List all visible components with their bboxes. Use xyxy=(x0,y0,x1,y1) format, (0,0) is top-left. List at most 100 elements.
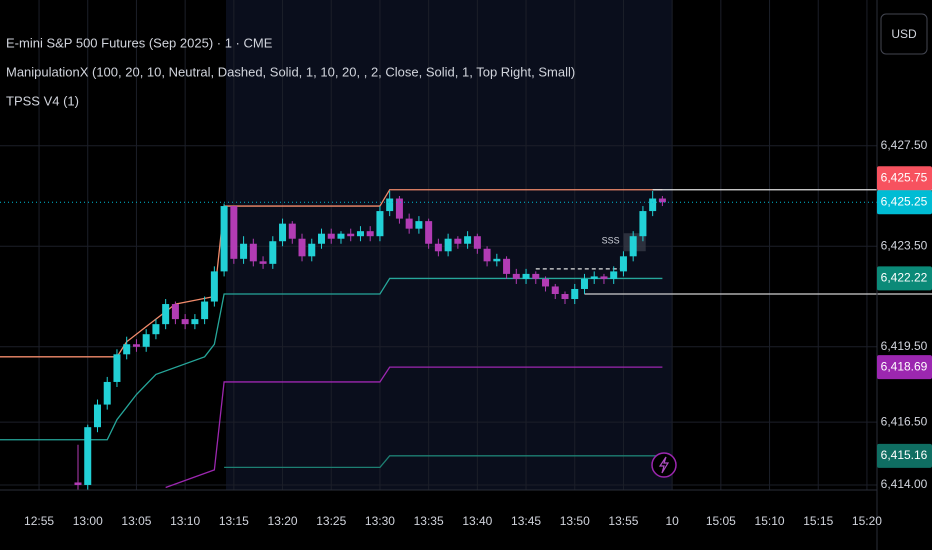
candle-body xyxy=(503,258,511,274)
candle-body xyxy=(279,223,287,242)
candle-body xyxy=(113,354,121,382)
candle-body xyxy=(210,271,218,302)
candle-body xyxy=(152,324,160,335)
x-tick-label: 13:55 xyxy=(608,514,638,528)
candle-body xyxy=(376,211,384,237)
candle-body xyxy=(142,334,150,347)
x-tick-label: 13:00 xyxy=(73,514,103,528)
x-tick-label: 15:15 xyxy=(803,514,833,528)
y-tick-label: 6,423.50 xyxy=(881,238,928,252)
candle-body xyxy=(269,241,277,264)
indicator-line xyxy=(165,366,663,489)
price-tag-label: 6,418.69 xyxy=(881,359,928,373)
candle-body xyxy=(386,198,394,212)
candle-body xyxy=(327,233,335,239)
candle-body xyxy=(425,221,433,244)
price-tag-label: 6,425.75 xyxy=(881,170,928,184)
currency-label[interactable]: USD xyxy=(891,27,917,41)
candle-body xyxy=(103,381,111,405)
candle-body xyxy=(347,233,355,237)
x-tick-label: 13:15 xyxy=(219,514,249,528)
candle-body xyxy=(590,276,598,279)
candle-body xyxy=(434,243,442,252)
candle-body xyxy=(580,278,588,289)
candle-body xyxy=(230,206,238,259)
alert-bolt xyxy=(658,456,670,474)
price-tag xyxy=(877,166,932,191)
candle-body xyxy=(395,198,403,219)
candle-body xyxy=(473,236,481,249)
candle-body xyxy=(522,273,530,279)
candle-body xyxy=(337,233,345,239)
candle-body xyxy=(444,238,452,252)
x-tick-label: 13:35 xyxy=(414,514,444,528)
price-tag xyxy=(877,355,932,380)
candle-body xyxy=(249,243,257,262)
candle-body xyxy=(191,319,199,325)
x-tick-label: 13:05 xyxy=(121,514,151,528)
candle-body xyxy=(542,278,550,287)
x-tick-label: 15:05 xyxy=(706,514,736,528)
candle-body xyxy=(405,218,413,229)
candle-body xyxy=(483,248,491,262)
candle-body xyxy=(415,221,423,229)
candle-body xyxy=(201,301,209,320)
axes: 6,427.50 6,423.50 6,419.50 6,416.50 6,414.00… xyxy=(24,138,932,528)
indicator-line xyxy=(0,277,663,441)
candle-body xyxy=(259,261,267,264)
candle-body xyxy=(658,198,666,203)
candle-body xyxy=(454,238,462,244)
indicator-label: TPSS V4 (1) xyxy=(6,93,79,108)
x-tick-label: 13:20 xyxy=(268,514,298,528)
price-tag-label: 6,425.25 xyxy=(881,194,928,208)
alert-icon[interactable] xyxy=(651,452,677,478)
candle-body xyxy=(308,243,316,257)
plot: SSS xyxy=(0,189,932,490)
x-tick-label: 13:50 xyxy=(560,514,590,528)
x-tick-label: 13:45 xyxy=(511,514,541,528)
candle-body xyxy=(600,276,608,279)
candle-body xyxy=(240,243,248,259)
candle-body xyxy=(561,294,569,300)
candle-body xyxy=(162,304,170,325)
currency-button[interactable] xyxy=(880,13,928,55)
candle-body xyxy=(512,273,520,279)
y-tick-label: 6,427.50 xyxy=(881,138,928,152)
candle-body xyxy=(493,258,501,262)
x-tick-label: 15:20 xyxy=(852,514,882,528)
candle-body xyxy=(649,198,657,212)
candle-body xyxy=(356,231,364,237)
candle-body xyxy=(84,427,92,485)
candle-body xyxy=(181,319,189,325)
candle-body xyxy=(610,271,618,279)
annotation-label: SSS xyxy=(602,236,620,246)
x-tick-label: 15:10 xyxy=(755,514,785,528)
grid xyxy=(0,0,877,490)
x-tick-label: 10 xyxy=(665,514,679,528)
price-tag xyxy=(877,266,932,291)
candle-body xyxy=(74,482,82,485)
candle-body xyxy=(132,344,140,347)
indicator-label: ManipulationX (100, 20, 10, Neutral, Das… xyxy=(6,64,575,79)
symbol-title: E-mini S&P 500 Futures (Sep 2025) · 1 · … xyxy=(6,35,273,50)
x-tick-label: 13:10 xyxy=(170,514,200,528)
y-tick-label: 6,414.00 xyxy=(881,477,928,491)
candle-body xyxy=(551,286,559,294)
candle-body xyxy=(629,236,637,257)
candle-body xyxy=(123,344,131,355)
x-tick-label: 13:25 xyxy=(316,514,346,528)
y-tick-label: 6,416.50 xyxy=(881,414,928,428)
x-tick-label: 13:40 xyxy=(462,514,492,528)
x-tick-label: 12:55 xyxy=(24,514,54,528)
candle-body xyxy=(639,211,647,237)
candle-body xyxy=(93,404,101,428)
price-tag xyxy=(877,443,932,468)
candle-body xyxy=(619,256,627,272)
indicator-line xyxy=(224,455,663,469)
candle-body xyxy=(288,223,296,239)
candle-body xyxy=(464,236,472,244)
candle-body xyxy=(220,206,228,272)
x-tick-label: 13:30 xyxy=(365,514,395,528)
